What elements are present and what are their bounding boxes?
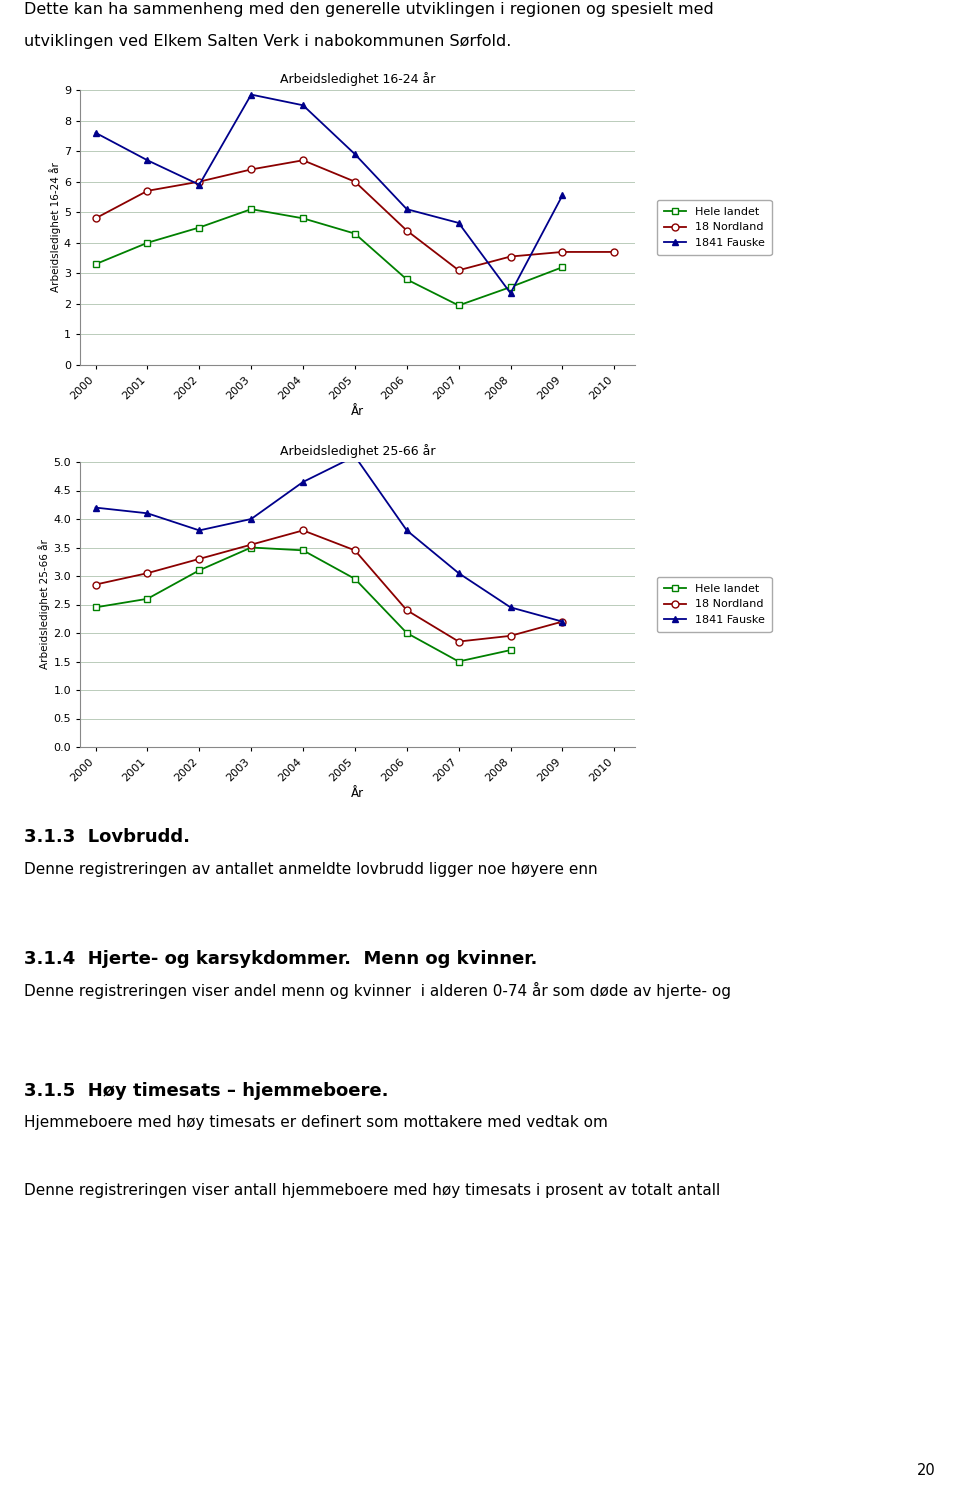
Y-axis label: Arbeidsledighet 25-66 år: Arbeidsledighet 25-66 år	[38, 539, 51, 669]
Text: Dette kan ha sammenheng med den generelle utviklingen i regionen og spesielt med: Dette kan ha sammenheng med den generell…	[24, 1, 713, 16]
X-axis label: År: År	[351, 787, 364, 800]
Text: Denne registreringen viser andel menn og kvinner  i alderen 0-74 år som døde av : Denne registreringen viser andel menn og…	[24, 982, 731, 999]
Text: utviklingen ved Elkem Salten Verk i nabokommunen Sørfold.: utviklingen ved Elkem Salten Verk i nabo…	[24, 34, 512, 49]
X-axis label: År: År	[351, 405, 364, 418]
Text: Denne registreringen av antallet anmeldte lovbrudd ligger noe høyere enn: Denne registreringen av antallet anmeldt…	[24, 861, 598, 876]
Text: 3.1.4  Hjerte- og karsykdommer.  Menn og kvinner.: 3.1.4 Hjerte- og karsykdommer. Menn og k…	[24, 950, 538, 967]
Text: 20: 20	[917, 1463, 936, 1478]
Text: Denne registreringen viser antall hjemmeboere med høy timesats i prosent av tota: Denne registreringen viser antall hjemme…	[24, 1182, 720, 1197]
Text: Hjemmeboere med høy timesats er definert som mottakere med vedtak om: Hjemmeboere med høy timesats er definert…	[24, 1115, 608, 1130]
Legend: Hele landet, 18 Nordland, 1841 Fauske: Hele landet, 18 Nordland, 1841 Fauske	[658, 200, 772, 255]
Y-axis label: Arbeidsledighet 16-24 år: Arbeidsledighet 16-24 år	[49, 163, 61, 293]
Title: Arbeidsledighet 25-66 år: Arbeidsledighet 25-66 år	[279, 443, 435, 458]
Legend: Hele landet, 18 Nordland, 1841 Fauske: Hele landet, 18 Nordland, 1841 Fauske	[658, 578, 772, 632]
Text: 3.1.5  Høy timesats – hjemmeboere.: 3.1.5 Høy timesats – hjemmeboere.	[24, 1082, 389, 1100]
Title: Arbeidsledighet 16-24 år: Arbeidsledighet 16-24 år	[279, 72, 435, 87]
Text: 3.1.3  Lovbrudd.: 3.1.3 Lovbrudd.	[24, 829, 190, 847]
